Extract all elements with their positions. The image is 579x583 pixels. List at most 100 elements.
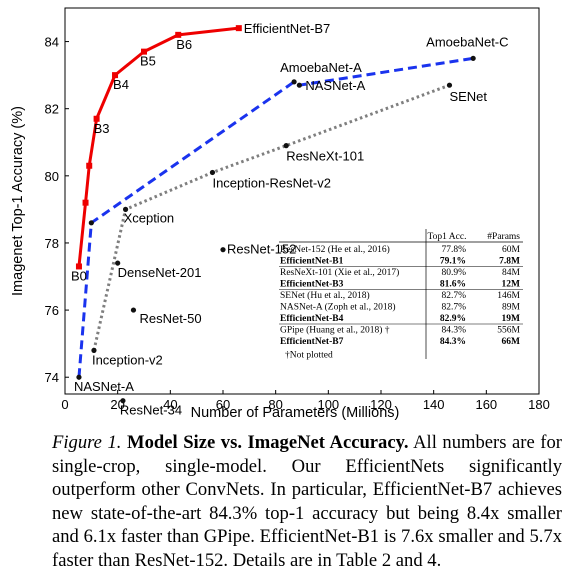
table-model-cell: ResNeXt-101 (Xie et al., 2017) (280, 267, 399, 278)
standalone-point-label: ResNet-152 (227, 242, 296, 257)
table-params-cell: 89M (502, 303, 521, 313)
efficientnet-marker (141, 48, 147, 55)
table-acc-cell: 80.9% (441, 268, 466, 278)
table-acc-cell: 82.7% (441, 291, 466, 301)
table-acc-cell: 79.1% (440, 257, 466, 267)
handcrafted-marker (209, 169, 216, 176)
standalone-point-label: ResNet-34 (120, 403, 182, 418)
table-acc-cell: 81.6% (440, 280, 466, 290)
standalone-marker (120, 398, 126, 404)
point-labels: B0 B3 B4 B5 B6 EfficientNet-B7 NASNet-A AmoebaN… (71, 21, 509, 418)
efficientnet-point-label: B3 (94, 121, 110, 136)
x-tick-label: 80 (268, 397, 282, 412)
handcrafted-point-label: ResNeXt-101 (286, 149, 364, 164)
handcrafted-point-label: SENet (449, 89, 487, 104)
caption-label: Figure 1. (52, 432, 122, 453)
table-model-cell: EfficientNet-B3 (280, 280, 344, 290)
standalone-point-label: ResNet-50 (139, 311, 201, 326)
table-model-cell: NASNet-A (Zoph et al., 2018) (280, 302, 396, 313)
efficientnet-line (77, 26, 239, 267)
efficientnet-marker (112, 72, 119, 79)
standalone-marker (115, 260, 121, 266)
efficientnet-point-label: B0 (71, 268, 87, 283)
y-tick-label: 74 (45, 370, 59, 385)
nas-marker (88, 220, 94, 226)
table-acc-cell: 77.8% (441, 245, 466, 255)
table-params-cell: 60M (502, 245, 521, 255)
efficientnet-marker (93, 115, 100, 122)
nas-marker (296, 82, 302, 88)
table-acc-cell: 84.3% (441, 326, 466, 336)
handcrafted-marker (122, 206, 129, 212)
table-model-cell: SENet (Hu et al., 2018) (280, 290, 370, 301)
table-params-cell: 146M (497, 291, 520, 301)
y-tick-label: 84 (45, 35, 59, 50)
y-tick-label: 76 (45, 303, 59, 318)
x-tick-label: 120 (370, 397, 392, 412)
efficientnet-marker (75, 263, 82, 270)
y-tick-label: 78 (45, 236, 59, 251)
table-acc-cell: 82.9% (440, 314, 466, 324)
table-params-cell: 556M (497, 326, 520, 336)
x-tick-label: 60 (216, 397, 230, 412)
table-model-cell: EfficientNet-B1 (280, 257, 344, 267)
handcrafted-marker (446, 82, 453, 88)
y-tick-label: 80 (45, 169, 59, 184)
table-params-cell: 66M (502, 337, 521, 347)
y-axis-label: Imagenet Top-1 Accuracy (%) (10, 106, 26, 296)
standalone-marker (130, 307, 137, 313)
handcrafted-point-label: Inception-ResNet-v2 (212, 175, 331, 190)
handcrafted-marker (91, 347, 97, 353)
table-acc-cell: 82.7% (441, 303, 466, 313)
efficientnet-point-label: EfficientNet-B7 (244, 21, 330, 36)
x-tick-label: 40 (163, 397, 177, 412)
efficientnet-point-label: B6 (176, 37, 192, 52)
table-header-params: #Params (487, 232, 520, 242)
table-acc-cell: 84.3% (440, 337, 466, 347)
nas-marker (76, 374, 82, 380)
series-markers (75, 25, 476, 404)
table-model-cell: EfficientNet-B4 (280, 314, 344, 324)
table-header-acc: Top1 Acc. (428, 232, 467, 242)
nas-point-label: AmoebaNet-C (426, 34, 508, 49)
table-params-cell: 7.8M (499, 257, 520, 267)
chart-axes (64, 7, 540, 395)
nas-marker (291, 79, 297, 85)
nas-point-label: NASNet-A (305, 78, 365, 93)
standalone-point-label: DenseNet-201 (118, 265, 202, 280)
x-tick-label: 0 (61, 397, 68, 412)
handcrafted-point-label: Xception (124, 210, 175, 225)
x-tick-label: 100 (317, 397, 339, 412)
nas-line (77, 56, 474, 378)
figure-caption: Figure 1. Model Size vs. ImageNet Accura… (52, 431, 562, 572)
table-params-cell: 84M (502, 268, 521, 278)
caption-title: Model Size vs. ImageNet Accuracy. (127, 432, 409, 453)
handcrafted-marker (283, 143, 289, 149)
efficientnet-marker (175, 31, 182, 38)
x-tick-label: 180 (528, 397, 550, 412)
nas-point-label: NASNet-A (74, 379, 134, 394)
table-footnote: †Not plotted (285, 351, 333, 361)
x-tick-label: 140 (423, 397, 445, 412)
efficientnet-marker (82, 199, 89, 206)
table-model-cell: EfficientNet-B7 (280, 337, 344, 347)
table-model-cell: ResNet-152 (He et al., 2016) (280, 244, 390, 255)
efficientnet-marker (235, 25, 242, 32)
nas-point-label: AmoebaNet-A (280, 60, 362, 75)
x-axis-label: Number of Parameters (Millions) (191, 405, 400, 421)
nas-marker (470, 55, 476, 61)
comparison-table: Top1 Acc. #Params ResNet-152 (He et al., 2… (279, 229, 523, 361)
efficientnet-point-label: B5 (140, 54, 156, 69)
x-tick-label: 160 (475, 397, 497, 412)
caption-body: All numbers are for single-crop, single-… (52, 432, 562, 571)
efficientnet-point-label: B4 (113, 77, 129, 92)
series-lines (77, 26, 474, 378)
plot-frame (64, 7, 540, 395)
table-model-cell: GPipe (Huang et al., 2018) † (280, 325, 390, 336)
standalone-marker (220, 247, 226, 253)
y-tick-label: 82 (45, 102, 59, 117)
table-params-cell: 19M (502, 314, 521, 324)
handcrafted-point-label: Inception-v2 (92, 352, 163, 367)
